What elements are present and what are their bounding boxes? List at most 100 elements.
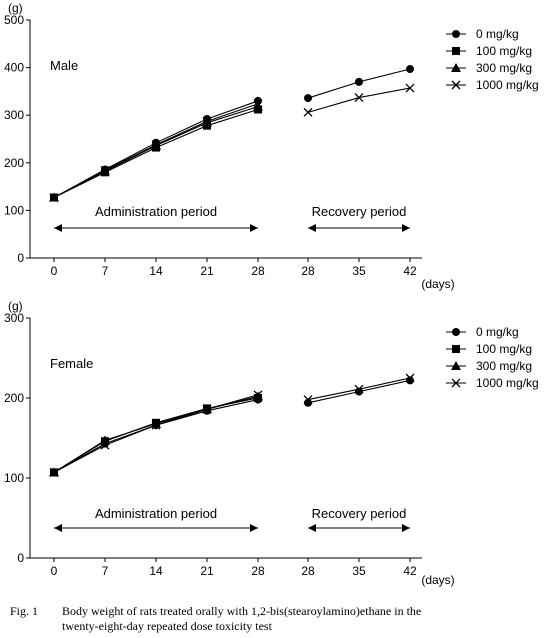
administration-period-label: Administration period (95, 506, 217, 521)
legend-label: 0 mg/kg (476, 325, 519, 339)
legend-label: 1000 mg/kg (476, 78, 539, 92)
x-tick-label: 28 (301, 264, 315, 278)
legend-label: 300 mg/kg (476, 61, 532, 75)
series-1000-mg-kg (49, 83, 415, 203)
legend-item: 100 mg/kg (446, 44, 532, 58)
x-tick-label: 0 (51, 564, 58, 578)
y-axis-unit: (g) (8, 1, 23, 15)
administration-period-arrow-head-right (250, 524, 258, 532)
y-tick-label: 300 (4, 311, 24, 325)
y-tick-label: 400 (4, 61, 24, 75)
y-tick-label: 100 (4, 203, 24, 217)
legend-marker (451, 378, 461, 388)
administration-period-arrow-head-right (250, 224, 258, 232)
legend-label: 0 mg/kg (476, 27, 519, 41)
data-point (253, 390, 263, 400)
y-tick-label: 100 (4, 471, 24, 485)
legend-label: 100 mg/kg (476, 342, 532, 356)
series-100-mg-kg (50, 394, 262, 477)
x-axis-unit: (days) (421, 277, 454, 291)
data-point (354, 384, 364, 394)
legend-item: 0 mg/kg (446, 325, 519, 339)
data-point (354, 93, 364, 103)
y-tick-label: 500 (4, 13, 24, 27)
x-tick-label: 14 (149, 264, 163, 278)
recovery-period-arrow (308, 524, 410, 532)
data-point (253, 99, 263, 109)
y-tick-label: 300 (4, 108, 24, 122)
x-tick-label: 21 (200, 564, 214, 578)
recovery-period-arrow-head-left (308, 224, 316, 232)
series-300-mg-kg (49, 101, 263, 202)
series-line-administration (53, 399, 259, 473)
data-point (49, 467, 59, 477)
y-tick-label: 0 (17, 551, 24, 565)
series-100-mg-kg (50, 105, 262, 202)
x-tick-label: 7 (102, 264, 109, 278)
x-tick-label: 21 (200, 264, 214, 278)
caption-number: Fig. 1 (10, 604, 39, 618)
x-tick-label: 28 (301, 564, 315, 578)
data-point (100, 440, 110, 450)
data-point (151, 418, 161, 428)
legend-item: 300 mg/kg (446, 359, 532, 373)
panel-label: Female (50, 356, 93, 371)
series-line-recovery (307, 87, 411, 113)
y-tick-label: 0 (17, 251, 24, 265)
x-tick-label: 28 (251, 264, 265, 278)
series-line-administration (53, 108, 259, 199)
data-point (303, 107, 313, 117)
data-point (49, 193, 59, 203)
series-0-mg-kg (50, 376, 414, 477)
data-point (100, 165, 110, 175)
series-line-administration (53, 397, 259, 473)
legend-marker (451, 80, 461, 90)
data-point (303, 395, 313, 405)
x-tick-label: 35 (352, 264, 366, 278)
data-point (151, 420, 161, 430)
chart-panel-male: 0 100 200 300 400 500(g) 0 7 14 21 28 28 35 42 (days) M… (4, 1, 539, 291)
series-line-administration (53, 106, 259, 199)
caption-line-2: twenty-eight-day repeated dose toxicity … (62, 619, 272, 633)
chart-panel-female: 0 100 200 300(g) 0 7 14 21 28 28 35 42 (days) Female A… (4, 299, 539, 587)
y-tick-label: 200 (4, 391, 24, 405)
data-point (202, 404, 212, 414)
data-point (151, 140, 161, 150)
x-tick-label: 42 (403, 564, 417, 578)
data-point (406, 65, 414, 74)
recovery-period-arrow-head-right (402, 524, 410, 532)
legend-marker (451, 361, 461, 370)
x-tick-label: 28 (251, 564, 265, 578)
data-point (304, 94, 312, 103)
legend-item: 1000 mg/kg (446, 376, 539, 390)
y-tick-label: 200 (4, 156, 24, 170)
administration-period-arrow (54, 224, 258, 232)
legend-marker (452, 345, 460, 353)
recovery-period-arrow-head-right (402, 224, 410, 232)
recovery-period-arrow (308, 224, 410, 232)
legend-marker (452, 30, 460, 38)
recovery-period-label: Recovery period (312, 506, 407, 521)
administration-period-arrow-head-left (54, 524, 62, 532)
panel-label: Male (50, 58, 78, 73)
x-tick-label: 14 (149, 564, 163, 578)
figure-caption: Fig. 1 Body weight of rats treated orally… (10, 604, 550, 634)
recovery-period-arrow-head-left (308, 524, 316, 532)
legend-marker (451, 63, 461, 72)
administration-period-arrow-head-left (54, 224, 62, 232)
caption-line-1: Body weight of rats treated orally with … (62, 604, 422, 618)
data-point (253, 101, 263, 111)
legend-item: 100 mg/kg (446, 342, 532, 356)
recovery-period-label: Recovery period (312, 204, 407, 219)
legend-label: 1000 mg/kg (476, 376, 539, 390)
legend-marker (452, 47, 460, 55)
legend-item: 1000 mg/kg (446, 78, 539, 92)
data-point (355, 77, 363, 86)
legend-label: 100 mg/kg (476, 44, 532, 58)
administration-period-arrow (54, 524, 258, 532)
data-point (405, 373, 415, 383)
x-axis-unit: (days) (421, 573, 454, 587)
series-300-mg-kg (49, 391, 263, 477)
x-tick-label: 42 (403, 264, 417, 278)
